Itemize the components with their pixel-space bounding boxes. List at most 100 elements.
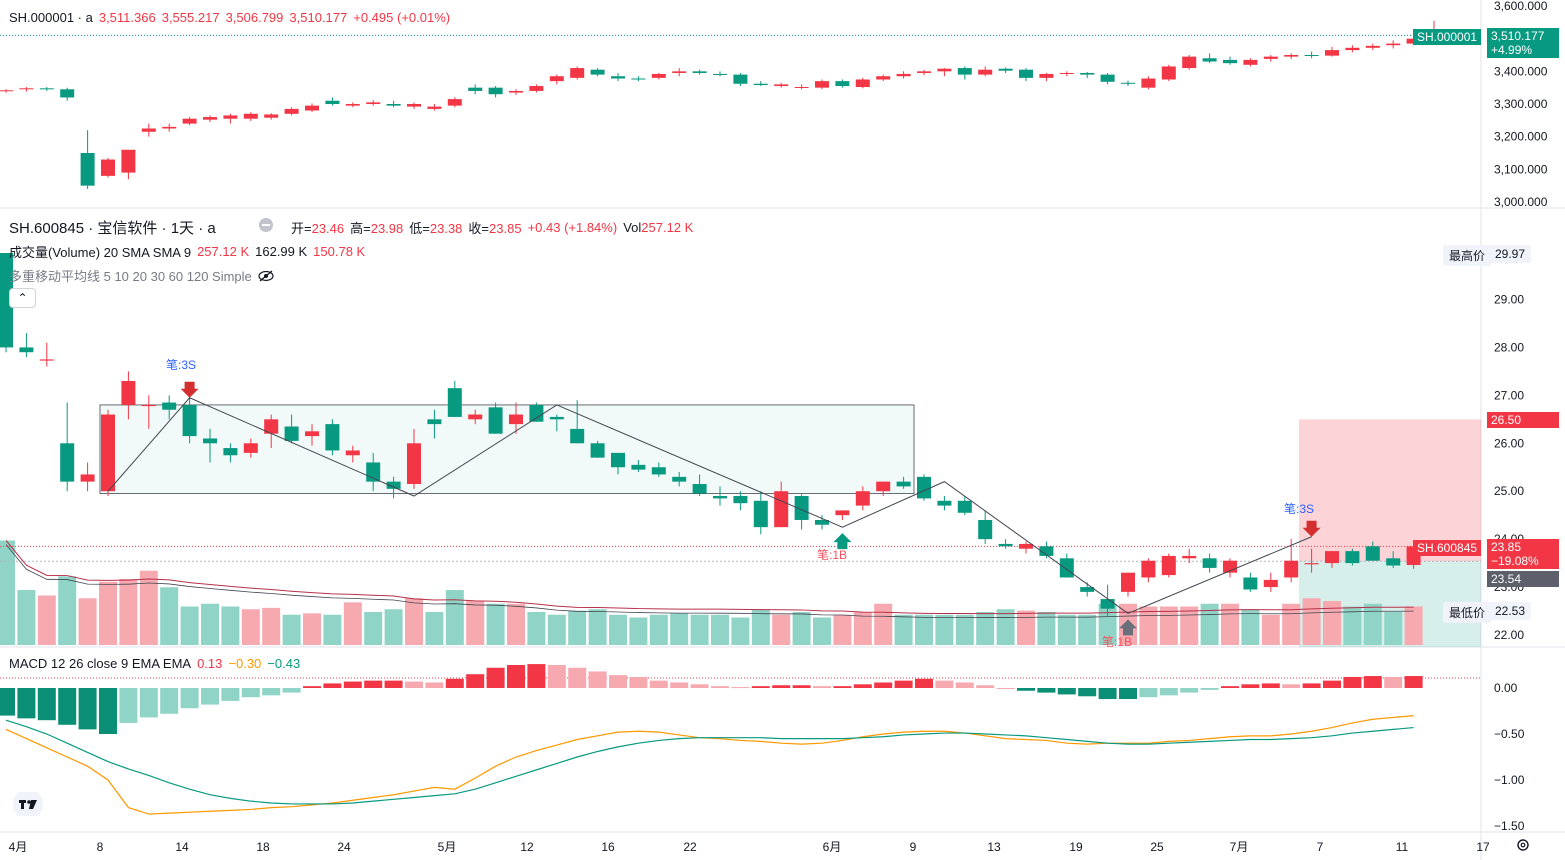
main-last-symbol-tag: SH.600845 xyxy=(1413,540,1482,556)
index-symbol[interactable]: SH.000001 · a xyxy=(9,10,93,25)
volume-bar xyxy=(588,609,607,645)
volume-bar xyxy=(955,614,974,645)
volume-bar xyxy=(731,617,750,645)
macd-histogram-bar xyxy=(0,688,15,716)
macd-histogram-bar xyxy=(445,678,464,688)
price-candle xyxy=(19,347,34,353)
price-candle xyxy=(223,448,238,456)
volume-bar xyxy=(609,614,627,645)
volume-bar xyxy=(201,603,219,645)
settings-icon[interactable] xyxy=(259,218,273,232)
index-candle xyxy=(60,89,75,98)
price-candle xyxy=(243,443,258,453)
buy-arrow-icon xyxy=(1119,619,1137,636)
volume-bar xyxy=(119,579,138,645)
low-value: 23.38 xyxy=(429,221,463,236)
profit-zone xyxy=(1299,419,1481,562)
price-candle xyxy=(447,388,462,417)
volume-bar xyxy=(425,612,444,645)
price-candle xyxy=(876,481,891,492)
price-candle xyxy=(1284,560,1299,578)
volume-bar xyxy=(853,612,872,645)
price-candle xyxy=(590,443,605,458)
volume-bar xyxy=(58,576,77,645)
volume-bar xyxy=(813,617,831,645)
volume-legend: 成交量(Volume) 20 SMA SMA 9 257.12 K 162.99… xyxy=(9,242,365,261)
macd-histogram-bar xyxy=(1119,688,1137,700)
x-axis-tick: 12 xyxy=(520,840,534,854)
price-candle xyxy=(0,253,13,348)
price-candle xyxy=(264,419,279,434)
chevron-up-icon: ⌃ xyxy=(17,291,28,305)
price-candle xyxy=(1325,551,1339,564)
macd-legend: MACD 12 26 close 9 EMA EMA 0.13 −0.30 −0… xyxy=(9,656,300,671)
macd-histogram-bar xyxy=(772,685,791,688)
consolidation-box xyxy=(99,404,915,495)
volume-bar xyxy=(894,614,913,645)
macd-histogram-bar xyxy=(833,686,852,688)
index-candle xyxy=(1386,43,1401,46)
volume-bar xyxy=(486,603,505,645)
price-candle xyxy=(1386,558,1401,566)
volume-bar xyxy=(1302,598,1321,645)
index-y-tick: 3,600.000 xyxy=(1494,0,1548,13)
price-candle xyxy=(345,450,360,456)
index-candle xyxy=(570,68,585,78)
tradingview-logo[interactable] xyxy=(13,789,43,819)
x-axis-tick: 13 xyxy=(987,840,1001,854)
index-candle xyxy=(529,86,544,91)
volume-bar xyxy=(1037,612,1056,645)
collapse-legend-button[interactable]: ⌃ xyxy=(9,288,36,308)
macd-histogram-bar xyxy=(731,687,750,689)
open-label: 开= xyxy=(291,221,312,236)
macd-histogram-bar xyxy=(1363,676,1382,688)
volume-bar xyxy=(384,609,403,645)
x-axis-tick: 5月 xyxy=(438,840,457,854)
price-candle xyxy=(284,426,299,441)
target-price-tag: 26.50 xyxy=(1487,412,1559,428)
macd-indicator-name[interactable]: MACD 12 26 close 9 EMA EMA xyxy=(9,656,192,671)
volume-bar xyxy=(1139,606,1158,645)
macd-histogram-bar xyxy=(1078,688,1097,697)
index-candle xyxy=(284,108,299,114)
index-candle xyxy=(1161,66,1176,80)
macd-histogram-bar xyxy=(670,682,689,688)
index-candle xyxy=(1284,55,1299,57)
price-candle xyxy=(468,414,483,420)
price-candle xyxy=(1202,558,1217,568)
price-candle xyxy=(366,462,381,482)
index-candle xyxy=(815,81,829,88)
index-candle xyxy=(998,68,1013,71)
gear-icon[interactable] xyxy=(1516,838,1530,855)
index-candle xyxy=(468,87,483,91)
price-candle xyxy=(733,496,748,504)
price-candle xyxy=(815,519,829,525)
x-axis-tick: 7月 xyxy=(1230,840,1249,854)
index-candle xyxy=(366,102,381,104)
price-candle xyxy=(1059,558,1074,578)
x-axis-tick: 14 xyxy=(175,840,189,854)
index-candle xyxy=(305,105,319,111)
volume-bar xyxy=(241,609,260,645)
index-candle xyxy=(1223,59,1237,64)
macd-histogram-bar xyxy=(996,688,1015,689)
price-candle xyxy=(855,491,870,506)
buy-arrow-icon xyxy=(833,533,852,550)
macd-histogram-bar xyxy=(1323,680,1341,688)
macd-histogram-bar xyxy=(1180,688,1199,693)
volume-value-1: 257.12 K xyxy=(197,244,250,259)
main-title[interactable]: SH.600845 · 宝信软件 · 1天 · a xyxy=(9,220,216,237)
macd-histogram-bar xyxy=(323,683,342,688)
price-candle xyxy=(1141,560,1156,578)
ma-indicator-name[interactable]: 多重移动平均线 5 10 20 30 60 120 Simple xyxy=(9,269,252,284)
volume-indicator-name[interactable]: 成交量(Volume) 20 SMA SMA 9 xyxy=(9,245,192,260)
main-y-tick: 27.00 xyxy=(1494,388,1524,402)
macd-histogram-bar xyxy=(1200,688,1219,690)
volume-bar xyxy=(282,614,301,645)
macd-histogram-bar xyxy=(507,665,525,688)
price-candle xyxy=(101,414,115,492)
macd-histogram-bar xyxy=(58,688,77,725)
eye-off-icon[interactable] xyxy=(258,270,274,282)
